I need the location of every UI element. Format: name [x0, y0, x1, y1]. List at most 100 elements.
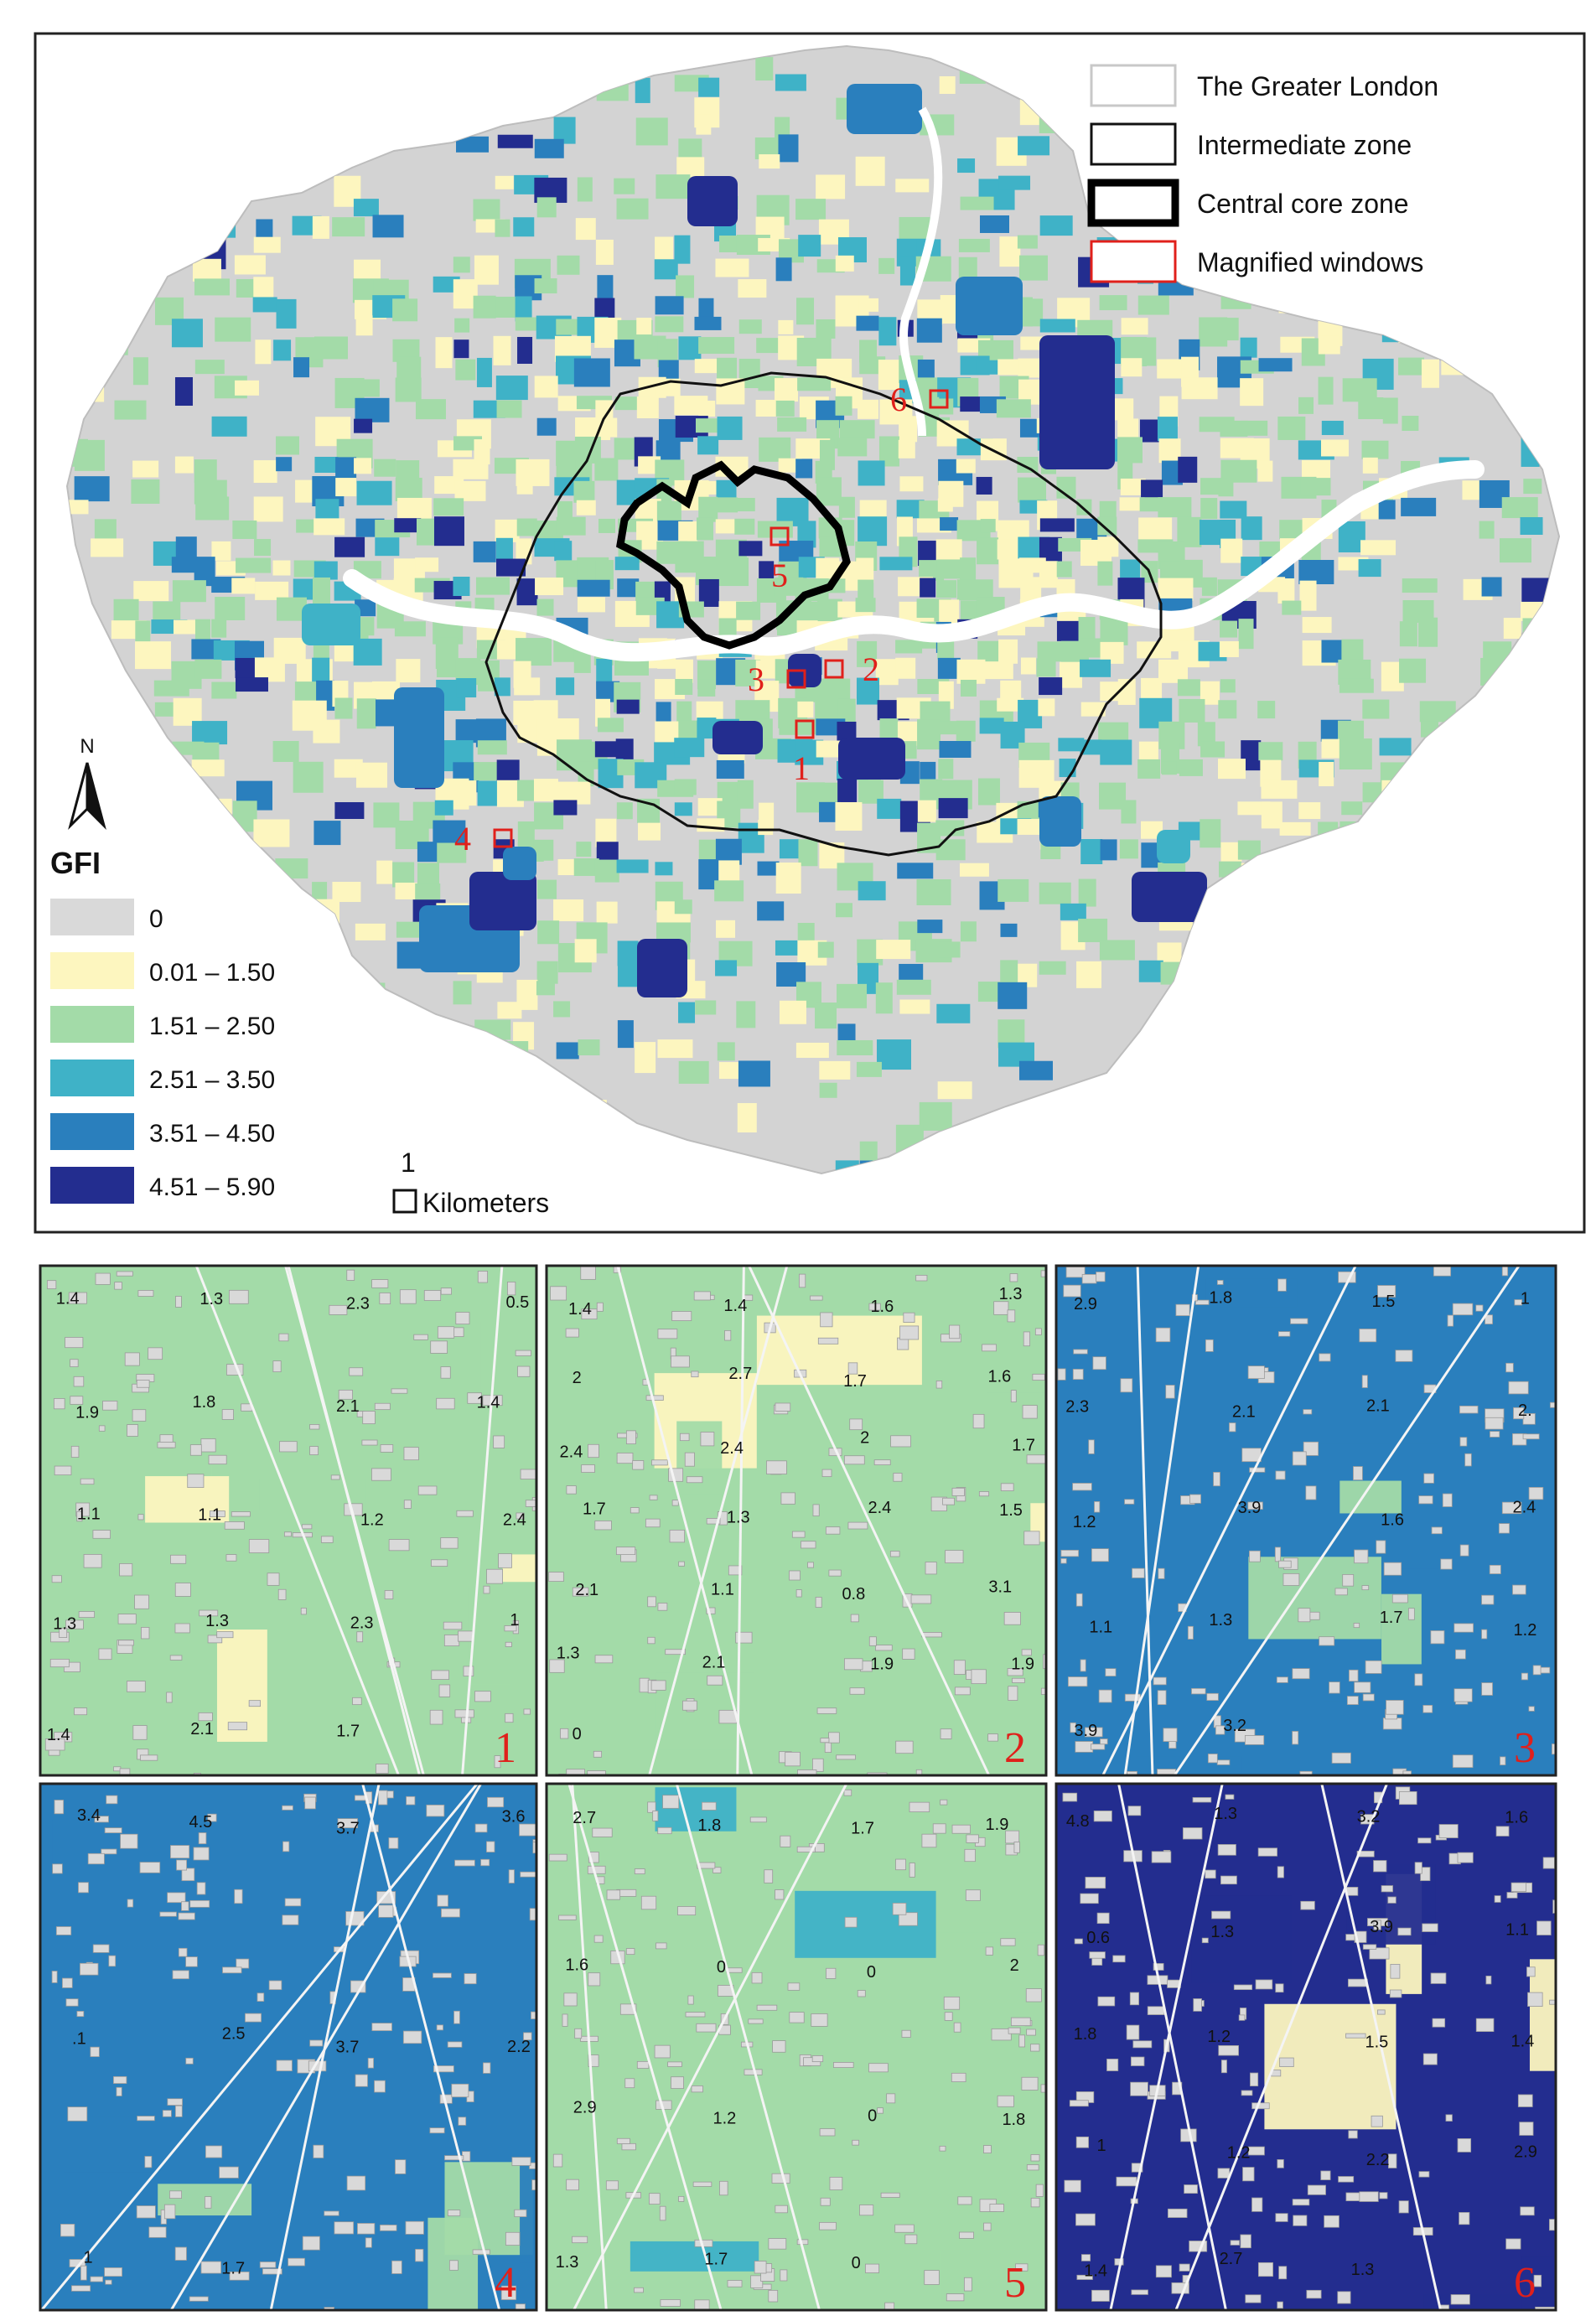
- gfi-legend: 0 0.01 – 1.50 1.51 – 2.50 2.51 – 3.50 3.51 –…: [50, 899, 275, 1204]
- window-marker-3: [786, 669, 806, 689]
- gfi-value-label: 1.2: [1207, 2028, 1231, 2046]
- gfi-value-label: 1.6: [870, 1298, 894, 1316]
- magnified-window-1: 1.4 1.3 2.3 0.5 1.9 1.8 2.1 1.4 1.1 1.1 1.2 2.4 1.3 1…: [39, 1264, 538, 1777]
- magnified-window-4: 3.4 4.5 3.7 3.6 .1 2.5 3.7 2.2 1 1.7 4: [39, 1782, 538, 2312]
- gfi-value-label: 3.6: [502, 1808, 526, 1826]
- gfi-value-label: 1.7: [1012, 1437, 1035, 1455]
- window-marker-label: 5: [771, 557, 788, 594]
- gfi-value-label: 3.2: [1357, 1807, 1381, 1826]
- magnified-window-6: 4.8 1.3 3.2 1.6 0.6 1.3 3.9 1.1 1.8 1.2 1.5 1.4 1 1.2…: [1054, 1782, 1557, 2312]
- gfi-value-label: 1.8: [192, 1393, 215, 1412]
- zone-legend-label: Central core zone: [1197, 189, 1409, 219]
- gfi-value-label: 1.3: [727, 1509, 750, 1527]
- gfi-value-label: 1.9: [1011, 1655, 1034, 1674]
- gfi-value-label: .1: [72, 2029, 86, 2048]
- gfi-value-label: 0.5: [505, 1293, 529, 1312]
- window-marker-1: [795, 719, 815, 739]
- gfi-value-label: 2.9: [1514, 2143, 1537, 2162]
- gfi-value-label: 1.3: [1351, 2261, 1375, 2279]
- gfi-value-label: 2.4: [868, 1499, 892, 1517]
- gfi-legend-swatch: [50, 899, 134, 935]
- gfi-value-label: 0: [717, 1958, 726, 1977]
- gfi-legend-swatch: [50, 1060, 134, 1096]
- gfi-value-label: 1.1: [1505, 1921, 1529, 1940]
- gfi-value-label: 1.3: [1210, 1923, 1234, 1941]
- magnified-window-2: 1.4 1.4 1.6 1.3 2 2.7 1.7 1.6 2.4 2.4 2 1.7 1.7 1.3 2.…: [545, 1264, 1048, 1777]
- gfi-value-label: 1.6: [1505, 1808, 1528, 1826]
- gfi-legend-label: 2.51 – 3.50: [149, 1066, 275, 1094]
- gfi-value-label: 1: [83, 2249, 92, 2267]
- gfi-legend-swatch: [50, 1006, 134, 1043]
- gfi-value-label: 1.2: [360, 1511, 384, 1530]
- gfi-value-label: 4.5: [189, 1813, 212, 1832]
- gfi-value-label: 0: [852, 2254, 861, 2272]
- central-core-zone-boundary: [616, 460, 851, 650]
- scale-unit: Kilometers: [422, 1188, 549, 1218]
- gfi-value-label: 2.1: [575, 1581, 598, 1599]
- overview-map-panel: 1 2 3 4 5 6 The Greater London Intermediate zo…: [34, 32, 1586, 1234]
- gfi-value-label: 2.9: [1074, 1295, 1097, 1313]
- magnified-window-3: 2.9 1.8 1.5 1 2.3 2.1 2.1 2. 1.2 3.9 1.6 2.4 1.1 1.3 1…: [1054, 1264, 1557, 1777]
- gfi-value-label: 2.2: [507, 2038, 531, 2056]
- intermediate-zone-boundary: [484, 371, 1163, 857]
- gfi-value-label: 3.9: [1238, 1499, 1262, 1517]
- gfi-value-label: 1.9: [986, 1816, 1009, 1834]
- gfi-value-label: 2.5: [222, 2024, 246, 2043]
- zone-legend-swatch: [1087, 179, 1179, 227]
- gfi-value-label: 1.3: [557, 1645, 580, 1663]
- gfi-value-label: 2.1: [336, 1397, 360, 1416]
- gfi-value-label: 1.3: [1209, 1611, 1232, 1629]
- gfi-value-label: 1.7: [583, 1500, 606, 1519]
- gfi-value-label: 1.4: [1510, 2033, 1534, 2051]
- gfi-value-label: 3.7: [336, 1820, 360, 1838]
- window-marker-4: [493, 828, 513, 848]
- magnified-panels: 1.4 1.3 2.3 0.51.91.8 2.1 1.41.1 1.1 1.2 2.41.3 1…: [39, 1264, 1557, 2312]
- gfi-value-label: 2.7: [573, 1809, 596, 1827]
- gfi-value-label: 3.2: [1223, 1717, 1246, 1735]
- gfi-value-label: 1.2: [1514, 1621, 1537, 1640]
- gfi-value-label: 1.6: [1381, 1511, 1404, 1530]
- gfi-value-label: 2.4: [720, 1439, 744, 1458]
- gfi-value-label: 2: [1010, 1956, 1019, 1975]
- gfi-value-label: 1.6: [565, 1956, 588, 1975]
- gfi-value-label: 1.3: [205, 1612, 229, 1630]
- gfi-value-label: 2.9: [573, 2099, 597, 2117]
- panel-id-label: 5: [1004, 2259, 1026, 2307]
- scale-bar: 1 Kilometers: [392, 1148, 549, 1218]
- gfi-value-label: 1.7: [336, 1722, 360, 1740]
- gfi-value-label: 2.7: [1220, 2250, 1243, 2268]
- gfi-value-label: 0: [868, 2107, 877, 2126]
- gfi-value-label: 1.3: [200, 1290, 223, 1308]
- gfi-value-label: 1.4: [477, 1393, 500, 1412]
- gfi-legend-label: 3.51 – 4.50: [149, 1120, 275, 1148]
- gfi-value-label: 3.4: [77, 1806, 101, 1825]
- scale-box-icon: [392, 1189, 417, 1214]
- gfi-value-label: 1.1: [1089, 1618, 1112, 1636]
- gfi-value-label: 1: [1521, 1290, 1530, 1308]
- gfi-legend-swatch: [50, 1167, 134, 1204]
- gfi-value-label: 1.9: [870, 1655, 894, 1674]
- gfi-value-label: 1.7: [1380, 1609, 1403, 1627]
- gfi-value-label: 1.5: [999, 1501, 1023, 1520]
- magnified-window-markers: 1 2 3 4 5 6: [454, 381, 949, 857]
- gfi-legend-label: 4.51 – 5.90: [149, 1174, 275, 1201]
- gfi-value-label: 1.2: [1227, 2144, 1251, 2163]
- window-marker-label: 1: [793, 749, 810, 787]
- gfi-legend-swatch: [50, 1113, 134, 1150]
- gfi-legend-swatch: [50, 952, 134, 989]
- river-thames: [343, 106, 1485, 662]
- panel-id-label: 4: [495, 2259, 516, 2307]
- window-marker-6: [929, 389, 949, 409]
- gfi-value-label: 2.3: [1065, 1397, 1089, 1416]
- gfi-value-label: 1.8: [1002, 2111, 1025, 2129]
- panel-frame: [39, 1782, 538, 2312]
- zone-legend-label: Intermediate zone: [1197, 130, 1412, 160]
- gfi-value-label: 1.4: [723, 1297, 747, 1315]
- gfi-value-label: 1.3: [999, 1285, 1023, 1303]
- gfi-value-label: 1.3: [53, 1615, 76, 1634]
- gfi-value-label: 1.9: [75, 1404, 99, 1422]
- gfi-value-label: 2.1: [1366, 1397, 1390, 1416]
- gfi-value-label: 3.9: [1370, 1918, 1393, 1936]
- gfi-value-label: 2.3: [346, 1295, 370, 1313]
- gfi-value-label: 0: [867, 1963, 876, 1982]
